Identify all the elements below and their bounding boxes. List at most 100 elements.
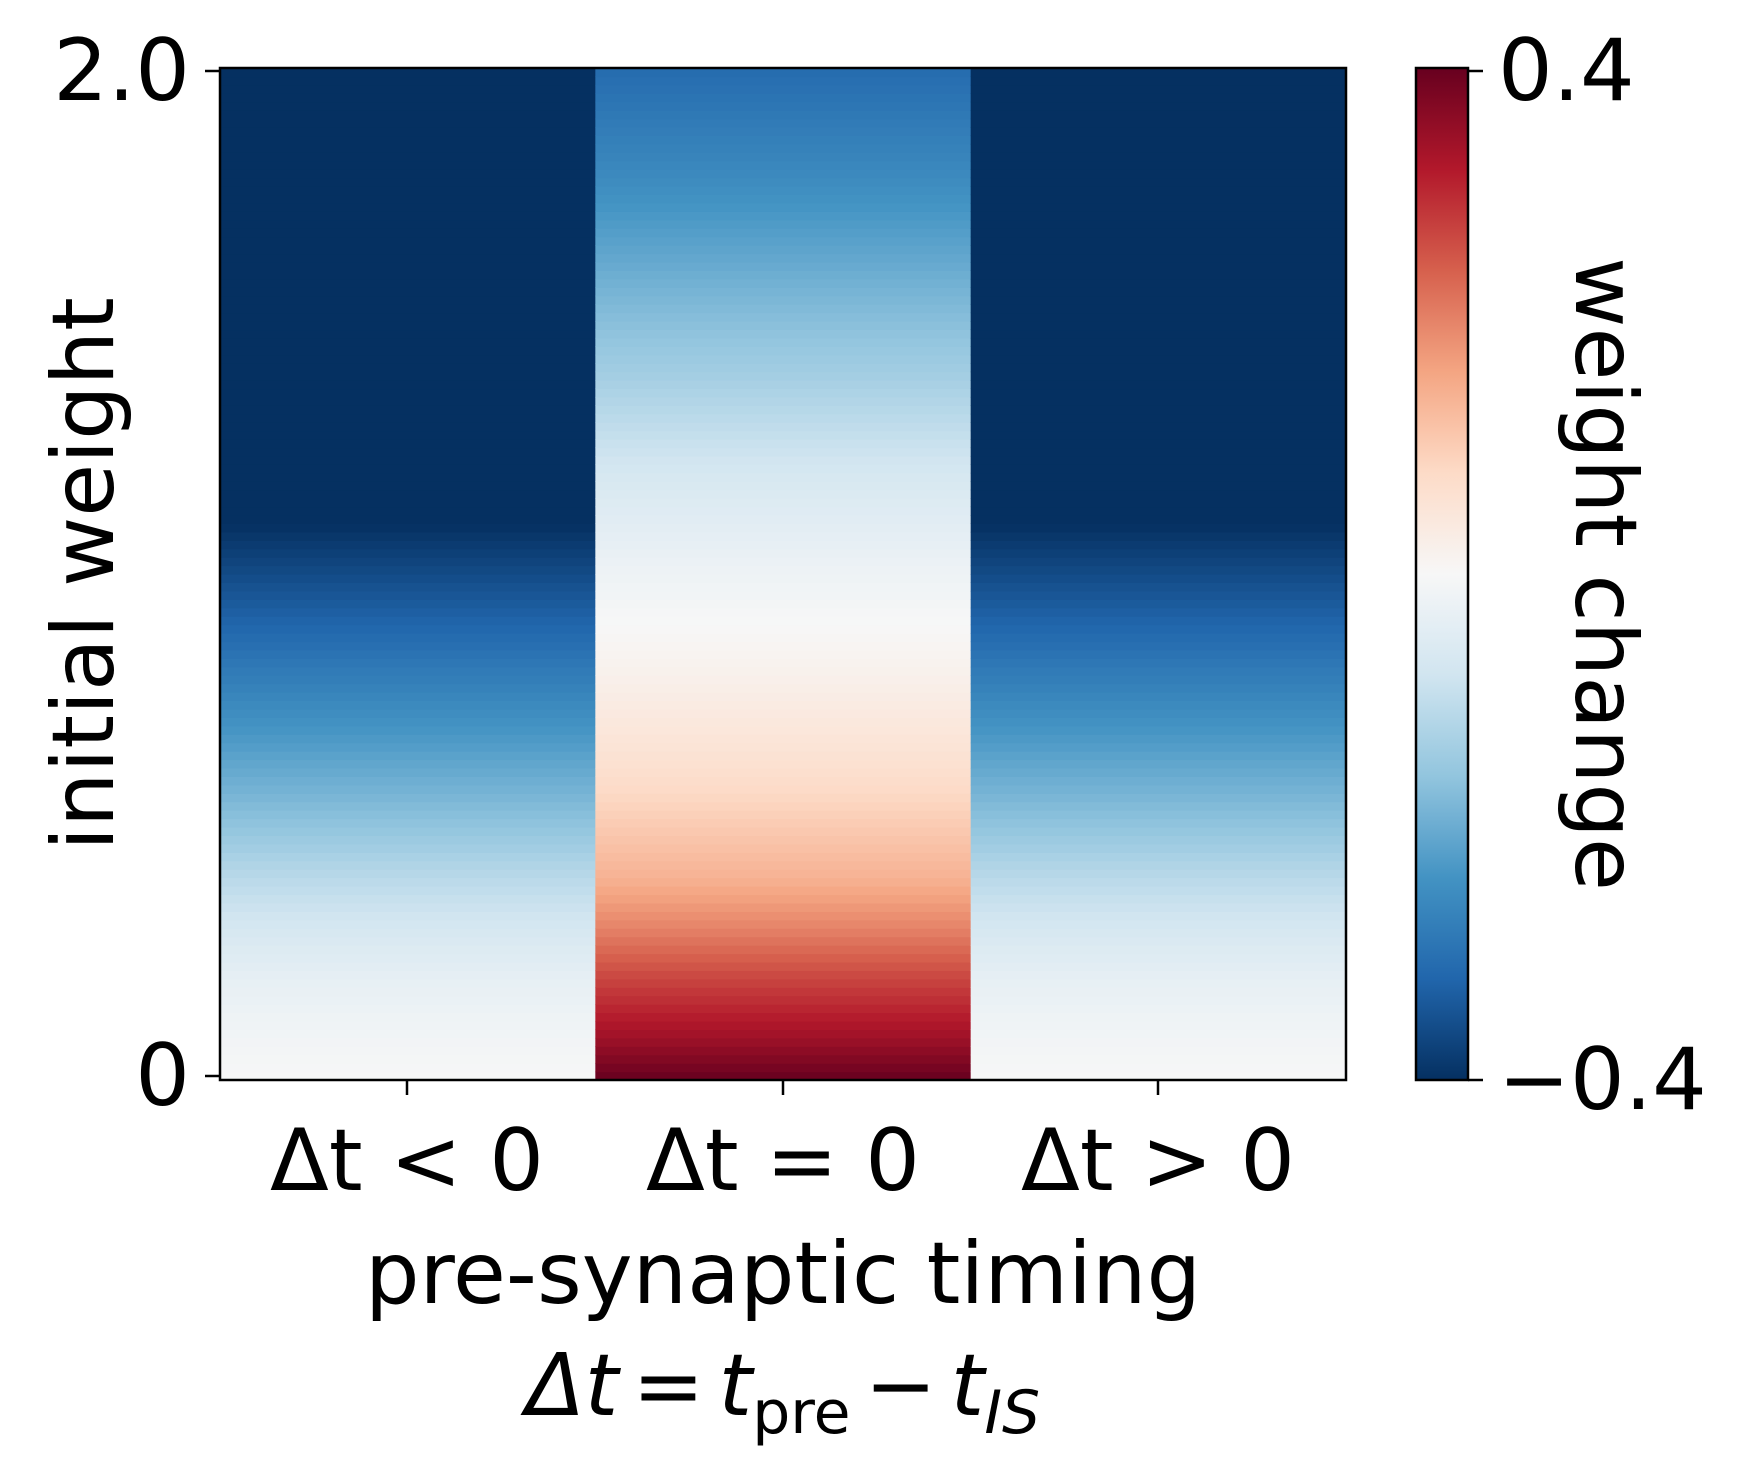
heatmap-cell bbox=[595, 607, 972, 617]
heatmap-cell bbox=[970, 388, 1347, 398]
heatmap-cell bbox=[220, 287, 596, 297]
heatmap-cell bbox=[220, 363, 596, 373]
heatmap-cell bbox=[970, 616, 1347, 626]
heatmap-cell bbox=[220, 911, 596, 921]
heatmap-cell bbox=[595, 633, 972, 643]
heatmap-cell bbox=[220, 565, 596, 575]
heatmap-cell bbox=[970, 928, 1347, 938]
heatmap-cell bbox=[970, 1063, 1347, 1073]
heatmap-cell bbox=[220, 84, 596, 94]
heatmap-cell bbox=[970, 902, 1347, 912]
heatmap-cell bbox=[595, 245, 972, 255]
heatmap-cell bbox=[220, 413, 596, 423]
y-axis-label: initial weight bbox=[34, 297, 134, 851]
eq-sub-is: IS bbox=[984, 1378, 1040, 1448]
heatmap-cell bbox=[595, 574, 972, 584]
heatmap-cell bbox=[595, 978, 972, 988]
heatmap-cell bbox=[970, 767, 1347, 777]
heatmap-cell bbox=[220, 540, 596, 550]
heatmap-cell bbox=[595, 540, 972, 550]
heatmap-cell bbox=[220, 793, 596, 803]
heatmap-cell bbox=[595, 186, 972, 196]
heatmap-cell bbox=[970, 1071, 1347, 1081]
heatmap-cell bbox=[970, 953, 1347, 963]
colorbar: 0.4 −0.4 weight change bbox=[1414, 21, 1707, 1130]
heatmap-cell bbox=[595, 801, 972, 811]
heatmap-cell bbox=[595, 894, 972, 904]
heatmap-cell bbox=[970, 759, 1347, 769]
heatmap-cell bbox=[595, 953, 972, 963]
heatmap-cell bbox=[595, 1020, 972, 1030]
heatmap-cell bbox=[595, 354, 972, 364]
heatmap-cell bbox=[595, 1063, 972, 1073]
heatmap-cell bbox=[970, 396, 1347, 406]
heatmap-cell bbox=[595, 970, 972, 980]
heatmap-cell bbox=[595, 110, 972, 120]
heatmap-cell bbox=[970, 708, 1347, 718]
heatmap-cell bbox=[970, 692, 1347, 702]
heatmap-cell bbox=[970, 911, 1347, 921]
heatmap-cell bbox=[220, 995, 596, 1005]
heatmap-cell bbox=[220, 810, 596, 820]
heatmap-cell bbox=[220, 624, 596, 634]
heatmap-cell bbox=[220, 843, 596, 853]
heatmap-cell bbox=[595, 228, 972, 238]
heatmap-cell bbox=[595, 219, 972, 229]
heatmap-cell bbox=[595, 616, 972, 626]
heatmap-cell bbox=[970, 228, 1347, 238]
eq-sub-pre: pre bbox=[752, 1378, 850, 1448]
heatmap-cell bbox=[220, 380, 596, 390]
heatmap-cell bbox=[220, 236, 596, 246]
heatmap-cell bbox=[595, 1037, 972, 1047]
heatmap-cell bbox=[220, 455, 596, 465]
heatmap-cell bbox=[595, 961, 972, 971]
heatmap-cell bbox=[595, 658, 972, 668]
heatmap-cell bbox=[595, 464, 972, 474]
heatmap-cell bbox=[220, 321, 596, 331]
heatmap-cell bbox=[595, 211, 972, 221]
heatmap-cell bbox=[595, 911, 972, 921]
x-tick-label-2: Δt > 0 bbox=[1021, 1111, 1295, 1211]
heatmap-cell bbox=[970, 337, 1347, 347]
eq-equals: = bbox=[632, 1336, 704, 1436]
eq-t-pre: t bbox=[718, 1336, 755, 1436]
heatmap-cell bbox=[970, 472, 1347, 482]
heatmap-cell bbox=[220, 852, 596, 862]
heatmap-cell bbox=[970, 93, 1347, 103]
heatmap-cell bbox=[220, 801, 596, 811]
heatmap-cell bbox=[220, 590, 596, 600]
heatmap-cell bbox=[220, 1012, 596, 1022]
heatmap-cell bbox=[220, 135, 596, 145]
heatmap-cell bbox=[220, 649, 596, 659]
heatmap-cell bbox=[220, 860, 596, 870]
heatmap-cell bbox=[595, 396, 972, 406]
heatmap-cell bbox=[970, 287, 1347, 297]
heatmap-cell bbox=[220, 472, 596, 482]
heatmap-cell bbox=[595, 177, 972, 187]
heatmap-cell bbox=[595, 489, 972, 499]
heatmap-cell bbox=[595, 93, 972, 103]
heatmap-cell bbox=[970, 1054, 1347, 1064]
heatmap-cell bbox=[970, 118, 1347, 128]
heatmap-cell bbox=[220, 312, 596, 322]
heatmap-cell bbox=[970, 127, 1347, 137]
heatmap-cell bbox=[595, 649, 972, 659]
heatmap-cell bbox=[220, 582, 596, 592]
heatmap-cell bbox=[970, 68, 1347, 78]
heatmap-cell bbox=[220, 902, 596, 912]
x-tick-label-0: Δt < 0 bbox=[270, 1111, 544, 1211]
heatmap-cell bbox=[970, 649, 1347, 659]
heatmap-cell bbox=[970, 270, 1347, 280]
heatmap-cell bbox=[970, 590, 1347, 600]
heatmap-cell bbox=[970, 936, 1347, 946]
heatmap-cell bbox=[595, 928, 972, 938]
heatmap-cell bbox=[970, 194, 1347, 204]
heatmap-cell bbox=[220, 489, 596, 499]
heatmap-cell bbox=[970, 236, 1347, 246]
heatmap-cell bbox=[220, 641, 596, 651]
heatmap-cell bbox=[595, 869, 972, 879]
heatmap-cell bbox=[595, 995, 972, 1005]
heatmap-cell bbox=[595, 380, 972, 390]
heatmap-column-2 bbox=[970, 68, 1347, 1081]
